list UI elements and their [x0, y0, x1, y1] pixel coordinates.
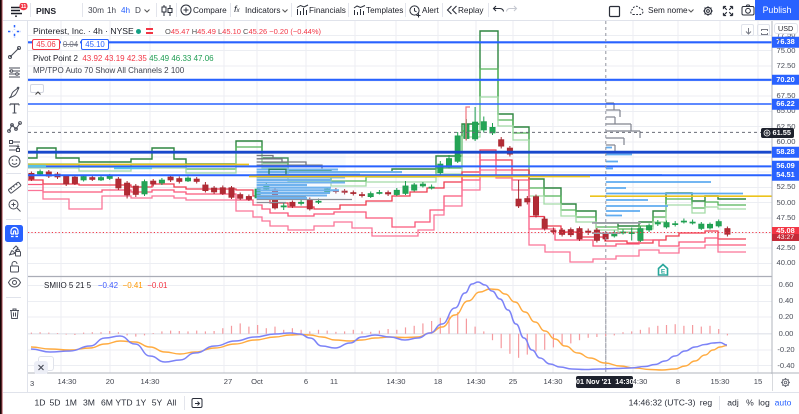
svg-text:11: 11	[21, 4, 27, 10]
svg-text:E: E	[661, 268, 666, 275]
